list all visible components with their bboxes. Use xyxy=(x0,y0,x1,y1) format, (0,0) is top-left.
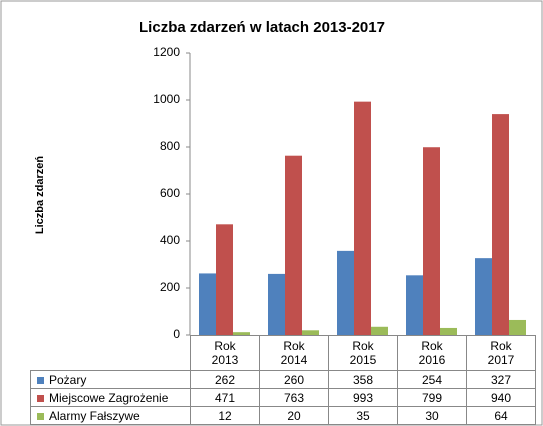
x-tick-label: Rok 2014 xyxy=(280,339,308,367)
bar xyxy=(216,224,233,335)
value-cell: 763 xyxy=(259,388,329,407)
value-cell: 471 xyxy=(190,388,260,407)
x-tick-label: Rok 2013 xyxy=(211,339,239,367)
category-cell: Rok 2017 xyxy=(466,335,536,371)
legend-key xyxy=(37,394,44,402)
value-cell: 799 xyxy=(397,388,467,407)
bar xyxy=(285,155,302,335)
chart-title: Liczba zdarzeń w latach 2013-2017 xyxy=(139,19,385,36)
bar xyxy=(475,258,492,335)
category-cell: Rok 2016 xyxy=(397,335,467,371)
legend-key xyxy=(37,412,44,420)
legend-label: Alarmy Fałszywe xyxy=(49,408,140,423)
category-cell: Rok 2015 xyxy=(328,335,398,371)
value-cell: 30 xyxy=(397,406,467,425)
value-cell: 35 xyxy=(328,406,398,425)
legend-cell: Pożary xyxy=(30,370,191,389)
value-cell: 260 xyxy=(259,370,329,389)
bar xyxy=(509,319,526,335)
value-cell: 20 xyxy=(259,406,329,425)
legend-label: Miejscowe Zagrożenie xyxy=(49,390,169,405)
y-tick-label: 0 xyxy=(173,327,180,341)
bar xyxy=(406,275,423,335)
legend-key xyxy=(37,376,44,384)
header-row: Rok 2013 Rok 2014 Rok 2015 Rok 2016 Rok 2017 xyxy=(31,335,536,371)
y-tick-label: 600 xyxy=(160,186,180,200)
x-tick-label: Rok 2015 xyxy=(349,339,377,367)
y-axis-label: Liczba zdarzeń xyxy=(34,156,46,235)
bar xyxy=(233,332,250,335)
bar xyxy=(423,147,440,335)
x-tick-label: Rok 2016 xyxy=(418,339,446,367)
bar xyxy=(354,101,371,336)
y-tick-label: 1200 xyxy=(153,45,180,59)
corner xyxy=(31,336,191,371)
series-row: Miejscowe Zagrożenie 471 763 993 799 940 xyxy=(30,388,536,407)
y-tick-label: 1000 xyxy=(153,92,180,106)
bar xyxy=(337,250,354,335)
y-tick-label: 800 xyxy=(160,139,180,153)
legend-cell: Alarmy Fałszywe xyxy=(30,406,191,425)
data-table: Rok 2013 Rok 2014 Rok 2015 Rok 2016 Rok 2017… xyxy=(30,335,536,425)
value-cell: 12 xyxy=(190,406,260,425)
category-cell: Rok 2014 xyxy=(259,335,329,371)
value-cell: 993 xyxy=(328,388,398,407)
bar xyxy=(268,273,285,335)
bar xyxy=(371,326,388,335)
series-row: Alarmy Fałszywe 12 20 35 30 64 xyxy=(30,406,536,425)
value-cell: 254 xyxy=(397,370,467,389)
value-cell: 327 xyxy=(466,370,536,389)
category-cell: Rok 2013 xyxy=(190,335,260,371)
bar xyxy=(492,114,509,335)
y-tick-label: 200 xyxy=(160,280,180,294)
series-row: Pożary 262 260 358 254 327 xyxy=(30,370,536,389)
bar xyxy=(440,327,457,335)
legend-label: Pożary xyxy=(49,372,87,387)
y-tick-label: 400 xyxy=(160,233,180,247)
value-cell: 64 xyxy=(466,406,536,425)
value-cell: 940 xyxy=(466,388,536,407)
bar xyxy=(199,273,216,335)
x-tick-label: Rok 2017 xyxy=(487,339,515,367)
value-cell: 262 xyxy=(190,370,260,389)
legend-cell: Miejscowe Zagrożenie xyxy=(30,388,191,407)
value-cell: 358 xyxy=(328,370,398,389)
bar xyxy=(302,330,319,335)
